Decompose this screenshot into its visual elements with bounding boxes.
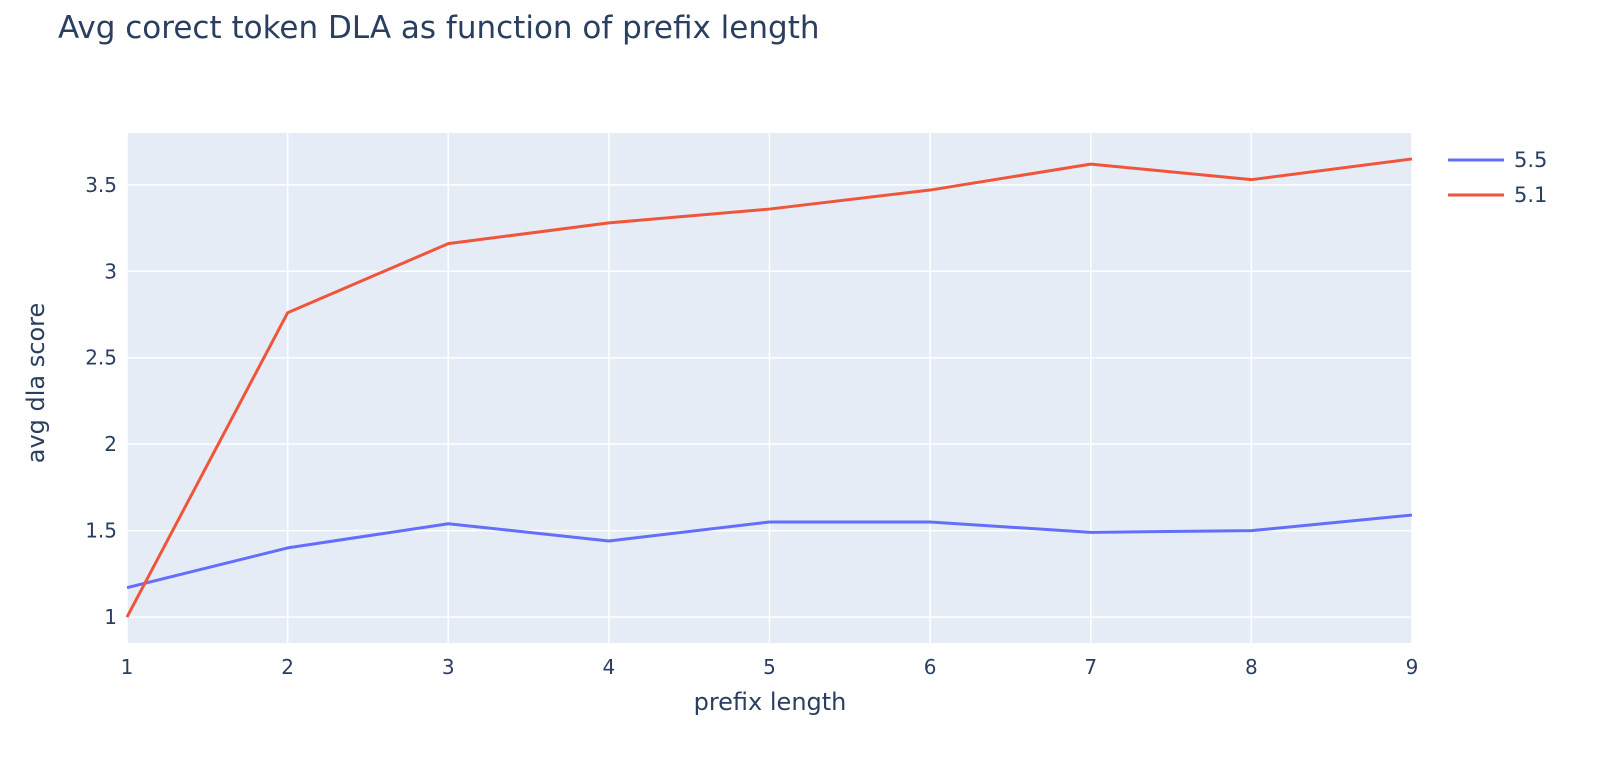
chart-title: Avg corect token DLA as function of pref… <box>58 10 820 46</box>
y-tick-label: 3 <box>104 259 117 283</box>
y-tick-label: 1 <box>104 605 117 629</box>
x-tick-label: 6 <box>924 655 937 679</box>
x-tick-label: 4 <box>603 655 616 679</box>
legend-label: 5.1 <box>1514 183 1547 207</box>
x-tick-label: 1 <box>121 655 134 679</box>
x-gridlines <box>126 133 1413 643</box>
x-tick-label: 2 <box>281 655 294 679</box>
series-line-5-1[interactable] <box>125 157 1413 618</box>
series-lines <box>125 157 1413 618</box>
legend-label: 5.5 <box>1514 148 1547 172</box>
x-tick-label: 9 <box>1406 655 1419 679</box>
legend-item-5-1[interactable]: 5.1 <box>1448 183 1547 207</box>
x-tick-label: 8 <box>1245 655 1258 679</box>
x-tick-label: 3 <box>442 655 455 679</box>
y-axis-ticks: 1 1.5 2 2.5 3 3.5 <box>85 173 117 629</box>
x-tick-label: 7 <box>1084 655 1097 679</box>
y-tick-label: 1.5 <box>85 519 117 543</box>
y-tick-label: 2.5 <box>85 346 117 370</box>
legend-item-5-5[interactable]: 5.5 <box>1448 148 1547 172</box>
x-axis-title: prefix length <box>694 688 847 716</box>
legend[interactable]: 5.55.1 <box>1448 148 1547 207</box>
x-axis-ticks: 1 2 3 4 5 6 7 8 9 <box>121 655 1419 679</box>
x-tick-label: 5 <box>763 655 776 679</box>
series-line-5-5[interactable] <box>126 513 1413 590</box>
y-axis-title: avg dla score <box>22 303 50 464</box>
y-tick-label: 3.5 <box>85 173 117 197</box>
y-tick-label: 2 <box>104 432 117 456</box>
